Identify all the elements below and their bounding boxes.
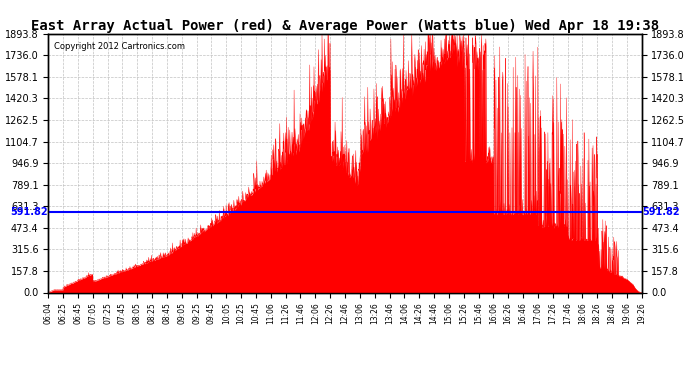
Text: Copyright 2012 Cartronics.com: Copyright 2012 Cartronics.com <box>55 42 185 51</box>
Title: East Array Actual Power (red) & Average Power (Watts blue) Wed Apr 18 19:38: East Array Actual Power (red) & Average … <box>31 19 659 33</box>
Text: 591.82: 591.82 <box>10 207 48 217</box>
Text: 591.82: 591.82 <box>642 207 680 217</box>
